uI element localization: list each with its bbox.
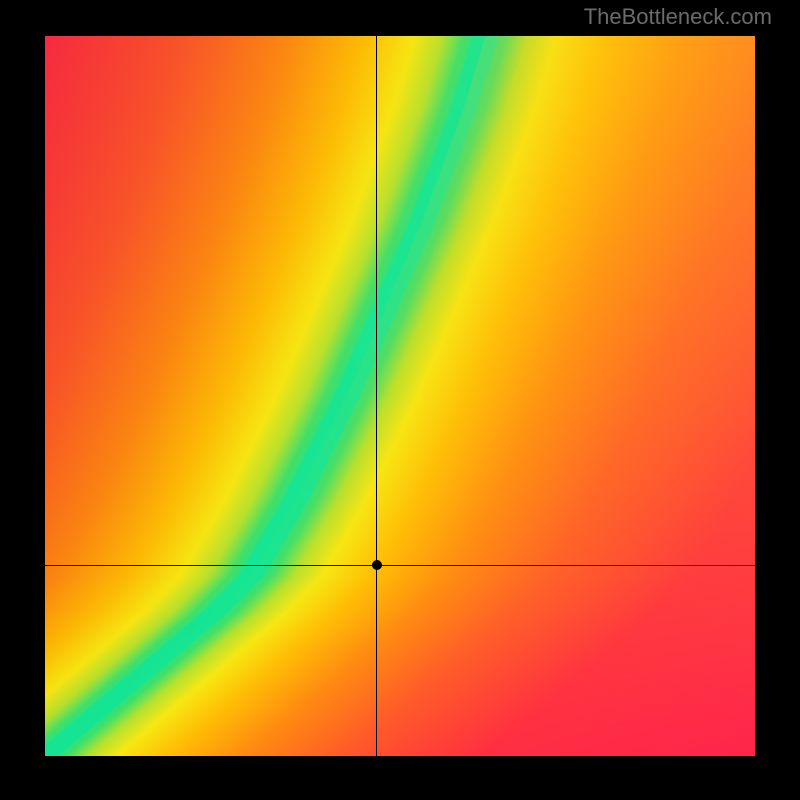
crosshair-marker [372,560,382,570]
watermark-text: TheBottleneck.com [584,4,772,30]
crosshair-horizontal [45,565,755,566]
heatmap-plot [45,36,755,756]
heatmap-canvas [45,36,755,756]
crosshair-vertical [376,36,377,756]
